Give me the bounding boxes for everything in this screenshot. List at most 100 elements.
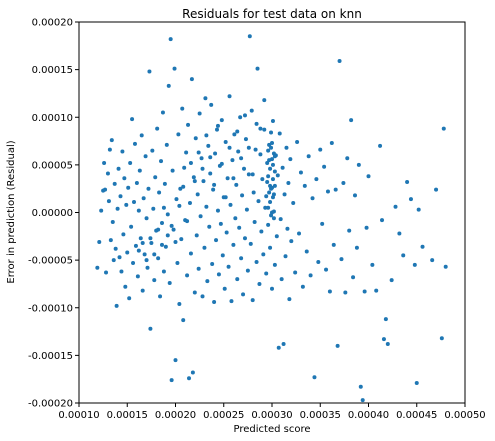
- scatter-point: [272, 262, 277, 267]
- scatter-point: [264, 194, 269, 199]
- scatter-point: [212, 300, 217, 305]
- scatter-point: [144, 258, 149, 263]
- scatter-point: [227, 94, 232, 99]
- scatter-point: [271, 192, 276, 197]
- scatter-point: [163, 244, 168, 249]
- scatter-point: [146, 186, 151, 191]
- scatter-point: [239, 156, 244, 161]
- scatter-point: [352, 193, 357, 198]
- scatter-point: [268, 200, 273, 205]
- scatter-point: [212, 182, 217, 187]
- x-tick-label: 0.00025: [203, 410, 244, 421]
- scatter-point: [111, 258, 116, 263]
- scatter-point: [223, 140, 228, 145]
- scatter-point: [102, 160, 107, 165]
- scatter-point: [126, 185, 131, 190]
- scatter-point: [201, 179, 206, 184]
- scatter-point: [219, 118, 224, 123]
- scatter-point: [196, 266, 201, 271]
- scatter-point: [134, 180, 139, 185]
- scatter-point: [168, 37, 173, 42]
- scatter-point: [155, 126, 160, 131]
- scatter-point: [271, 216, 276, 221]
- scatter-point: [240, 193, 245, 198]
- y-tick-label: -0.00015: [28, 351, 73, 362]
- scatter-point: [200, 294, 205, 299]
- scatter-point: [180, 106, 185, 111]
- scatter-point: [181, 184, 186, 189]
- scatter-point: [157, 190, 162, 195]
- scatter-point: [439, 336, 444, 341]
- scatter-point: [197, 111, 202, 116]
- scatter-point: [343, 290, 348, 295]
- scatter-point: [247, 34, 252, 39]
- scatter-point: [272, 169, 277, 174]
- scatter-point: [153, 175, 158, 180]
- y-tick-label: 0.00000: [32, 208, 73, 219]
- scatter-point: [147, 69, 152, 74]
- scatter-point: [239, 256, 244, 261]
- scatter-point: [264, 271, 269, 276]
- scatter-point: [220, 253, 225, 258]
- scatter-point: [262, 127, 267, 132]
- scatter-point: [318, 147, 323, 152]
- scatter-point: [268, 245, 273, 250]
- scatter-point: [170, 168, 175, 173]
- scatter-point: [441, 126, 446, 131]
- scatter-point: [246, 145, 251, 150]
- scatter-point: [211, 187, 216, 192]
- scatter-point: [203, 96, 208, 101]
- scatter-point: [195, 192, 200, 197]
- scatter-point: [374, 288, 379, 293]
- scatter-point: [256, 199, 261, 204]
- scatter-point: [278, 217, 283, 222]
- scatter-point: [174, 197, 179, 202]
- scatter-point: [287, 297, 292, 302]
- scatter-point: [185, 273, 190, 278]
- scatter-point: [282, 192, 287, 197]
- scatter-point: [95, 265, 100, 270]
- scatter-point: [270, 162, 275, 167]
- scatter-point: [184, 150, 189, 155]
- scatter-point: [104, 270, 109, 275]
- scatter-point: [164, 142, 169, 147]
- scatter-point: [248, 241, 253, 246]
- x-tick-label: 0.00020: [155, 410, 196, 421]
- scatter-point: [198, 214, 203, 219]
- scatter-point: [196, 150, 201, 155]
- scatter-point: [133, 243, 138, 248]
- scatter-point: [177, 203, 182, 208]
- scatter-point: [267, 158, 272, 163]
- scatter-point: [156, 256, 161, 261]
- scatter-point: [214, 238, 219, 243]
- scatter-point: [136, 208, 141, 213]
- scatter-point: [245, 268, 250, 273]
- scatter-point: [208, 155, 213, 160]
- y-tick-label: 0.00010: [32, 113, 73, 124]
- scatter-point: [443, 264, 448, 269]
- scatter-point: [288, 157, 293, 162]
- scatter-point: [188, 160, 193, 165]
- scatter-point: [260, 177, 265, 182]
- scatter-point: [137, 168, 142, 173]
- scatter-point: [129, 224, 134, 229]
- scatter-point: [148, 326, 153, 331]
- scatter-point: [150, 148, 155, 153]
- scatter-point: [208, 171, 213, 176]
- scatter-point: [181, 318, 186, 323]
- scatter-point: [255, 66, 260, 71]
- y-tick-label: 0.00005: [32, 160, 73, 171]
- scatter-point: [253, 147, 258, 152]
- scatter-point: [235, 277, 240, 282]
- scatter-point: [227, 145, 232, 150]
- scatter-point: [136, 248, 141, 253]
- scatter-point: [143, 154, 148, 159]
- scatter-point: [385, 341, 390, 346]
- scatter-point: [329, 140, 334, 145]
- scatter-point: [270, 140, 274, 145]
- scatter-point: [151, 206, 156, 211]
- scatter-point: [123, 284, 128, 289]
- scatter-point: [231, 242, 236, 247]
- scatter-point: [274, 234, 279, 239]
- y-tick-label: 0.00015: [32, 65, 73, 76]
